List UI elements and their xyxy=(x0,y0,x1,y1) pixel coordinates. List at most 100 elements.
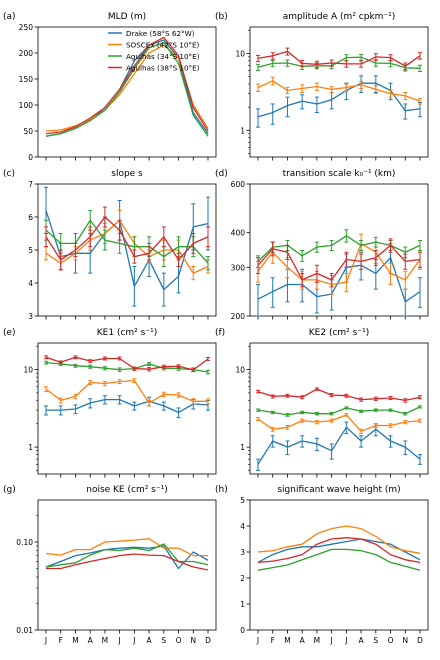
y-tick-label: 400 xyxy=(231,229,246,238)
x-tick-label: A xyxy=(300,636,306,645)
panel-letter: (b) xyxy=(215,12,228,22)
panel-letter: (a) xyxy=(3,12,16,22)
y-tick-label: 1 xyxy=(240,600,245,609)
series-1 xyxy=(256,421,422,471)
series-line xyxy=(45,543,209,568)
panel-c: 3 4 5 6 7 (c) slope s xyxy=(3,169,217,321)
series-4 xyxy=(44,206,210,271)
series-1 xyxy=(44,395,210,419)
series-3 xyxy=(45,543,209,568)
series-line xyxy=(45,216,209,261)
x-tick-label: M xyxy=(314,636,320,645)
legend-entry: Drake (58°S 62°W) xyxy=(126,29,195,38)
y-tick-label: 150 xyxy=(19,75,34,84)
x-tick-label: N xyxy=(402,636,408,645)
y-tick-label: 600 xyxy=(231,180,246,189)
legend-entry: Agulhas (38°S 10°E) xyxy=(126,64,200,73)
series-line xyxy=(257,548,421,571)
series-line xyxy=(45,538,208,557)
panel-title: slope s xyxy=(111,169,143,179)
panel-letter: (h) xyxy=(215,485,228,495)
series-1 xyxy=(256,243,422,317)
axes-frame xyxy=(249,342,429,475)
series-3 xyxy=(256,229,422,268)
y-tick-label: 1 xyxy=(240,443,245,452)
series-2 xyxy=(256,76,422,105)
panel-letter: (f) xyxy=(215,328,225,338)
series-4 xyxy=(256,238,422,288)
x-tick-label: F xyxy=(59,636,63,645)
panel-title: KE2 (cm² s⁻¹) xyxy=(309,328,369,338)
series-line xyxy=(257,243,421,286)
x-tick-label: A xyxy=(147,636,153,645)
x-tick-label: J xyxy=(132,636,135,645)
x-tick-label: M xyxy=(102,636,108,645)
series-4 xyxy=(256,387,422,403)
series-line xyxy=(257,525,421,554)
x-tick-label: J xyxy=(330,636,333,645)
series-4 xyxy=(257,537,421,564)
series-3 xyxy=(257,548,421,571)
axes-frame xyxy=(37,342,217,475)
y-tick-label: 250 xyxy=(19,23,34,32)
axes-frame xyxy=(249,183,429,317)
series-2 xyxy=(256,233,422,295)
y-tick-label: 3 xyxy=(28,312,33,321)
series-1 xyxy=(45,545,209,570)
y-tick-label: 5 xyxy=(28,246,33,255)
x-tick-label: D xyxy=(205,636,211,645)
series-2 xyxy=(45,538,208,557)
series-3 xyxy=(45,41,209,137)
series-line xyxy=(257,538,421,563)
y-tick-label: 200 xyxy=(19,49,34,58)
x-tick-label: F xyxy=(271,636,275,645)
axes-frame xyxy=(37,26,217,158)
series-line xyxy=(45,36,209,135)
series-line xyxy=(257,80,421,102)
x-tick-label: O xyxy=(388,636,394,645)
y-tick-label: 7 xyxy=(28,180,33,189)
series-line xyxy=(45,361,209,373)
panel-letter: (c) xyxy=(3,169,15,179)
y-tick-label: 2 xyxy=(240,574,245,583)
x-tick-label: A xyxy=(88,636,94,645)
y-tick-label: 0.01 xyxy=(16,626,33,635)
y-tick-label: 5 xyxy=(240,496,245,505)
series-line xyxy=(45,210,209,291)
series-line xyxy=(257,50,421,67)
x-tick-label: A xyxy=(359,636,365,645)
series-4 xyxy=(44,355,210,373)
y-tick-label: 0 xyxy=(240,626,245,635)
series-line xyxy=(257,388,421,402)
legend-entry: SOSCEx (42°S 10°E) xyxy=(126,41,200,50)
series-3 xyxy=(256,405,422,417)
y-tick-label: 200 xyxy=(231,312,246,321)
series-line xyxy=(257,426,421,465)
y-tick-label: 1 xyxy=(28,443,33,452)
x-tick-label: M xyxy=(284,636,290,645)
panel-e: 1 10 (e) KE1 (cm² s⁻¹) xyxy=(3,328,217,478)
panel-b: 1 10 (b) amplitude A (m² cpkm⁻¹) xyxy=(215,12,429,161)
series-1 xyxy=(256,75,422,128)
panel-letter: (d) xyxy=(215,169,228,179)
y-tick-label: 10 xyxy=(235,49,245,58)
series-line xyxy=(257,414,421,432)
y-tick-label: 10 xyxy=(235,366,245,375)
y-tick-label: 0.10 xyxy=(16,538,33,547)
series-2 xyxy=(44,378,210,407)
series-2 xyxy=(256,413,422,434)
x-tick-label: O xyxy=(176,636,182,645)
x-tick-label: M xyxy=(72,636,78,645)
axes-frame xyxy=(37,183,217,317)
panel-letter: (e) xyxy=(3,328,16,338)
x-tick-label: S xyxy=(161,636,166,645)
series-line xyxy=(45,41,209,137)
series-1 xyxy=(257,538,421,563)
panel-a: 0 50 100 150 200 250(a) MLD (m) Drake (58°S 62°… xyxy=(3,12,217,162)
y-tick-label: 3 xyxy=(240,548,245,557)
panel-title: transition scale k₀⁻¹ (km) xyxy=(283,169,396,179)
y-tick-label: 100 xyxy=(19,101,34,110)
series-line xyxy=(257,406,421,416)
